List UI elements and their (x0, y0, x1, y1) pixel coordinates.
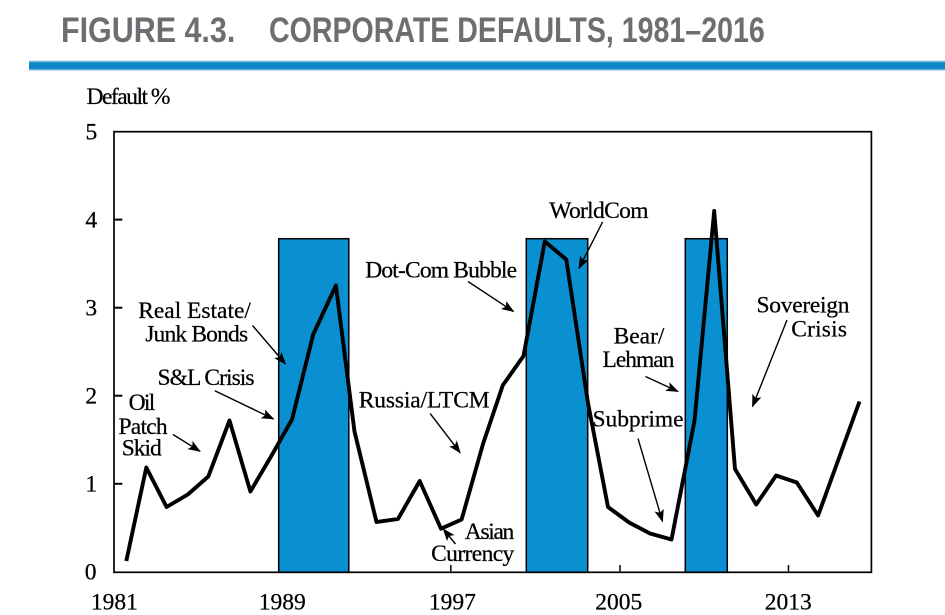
svg-text:1: 1 (85, 472, 97, 498)
svg-text:2: 2 (85, 384, 97, 410)
svg-text:Oil: Oil (129, 390, 156, 416)
svg-text:3: 3 (85, 296, 97, 322)
svg-text:S&L Crisis: S&L Crisis (158, 365, 255, 391)
svg-text:1997: 1997 (429, 589, 476, 615)
svg-text:Dot-Com Bubble: Dot-Com Bubble (365, 258, 517, 284)
svg-text:0: 0 (85, 560, 97, 586)
svg-text:Russia/LTCM: Russia/LTCM (359, 388, 490, 414)
svg-text:Real Estate/: Real Estate/ (138, 298, 251, 324)
svg-text:5: 5 (86, 120, 98, 146)
svg-text:2013: 2013 (765, 589, 812, 615)
svg-text:4: 4 (85, 208, 97, 234)
svg-text:WorldCom: WorldCom (549, 198, 648, 224)
svg-text:Crisis: Crisis (791, 317, 847, 343)
svg-text:1981: 1981 (91, 589, 138, 615)
svg-text:Default %: Default % (87, 84, 171, 110)
svg-text:Bear/: Bear/ (614, 324, 665, 350)
svg-text:1989: 1989 (259, 589, 306, 615)
svg-text:Sovereign: Sovereign (757, 293, 850, 319)
svg-text:Patch: Patch (119, 414, 168, 440)
svg-text:Skid: Skid (122, 435, 162, 461)
svg-text:2005: 2005 (595, 589, 642, 615)
svg-text:Asian: Asian (465, 519, 515, 545)
svg-text:Junk Bonds: Junk Bonds (145, 321, 248, 347)
svg-text:Currency: Currency (431, 541, 514, 567)
svg-text:Subprime: Subprime (593, 407, 684, 433)
svg-text:Lehman: Lehman (603, 347, 675, 373)
